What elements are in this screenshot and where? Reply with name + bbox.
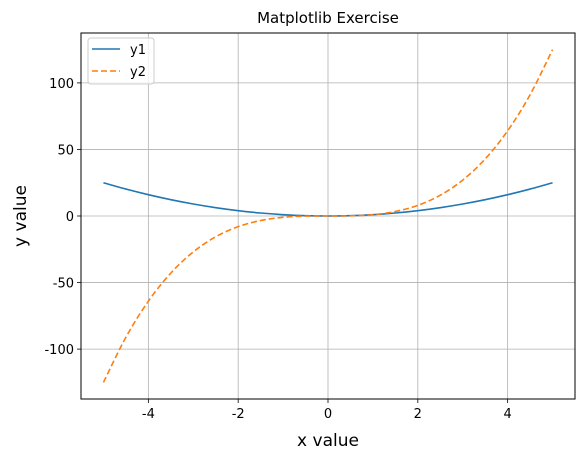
legend-label-y2: y2	[130, 65, 146, 80]
y-tick-label: 100	[49, 77, 74, 92]
y-tick-label: -50	[53, 277, 74, 292]
legend-label-y1: y1	[130, 43, 146, 58]
y-tick-label: -100	[44, 343, 74, 358]
y-tick-label: 0	[66, 210, 74, 225]
x-tick-label: -2	[232, 407, 245, 422]
chart-title: Matplotlib Exercise	[257, 9, 399, 27]
series-line-y2	[102, 49, 554, 383]
series-layer	[102, 49, 554, 383]
y-axis-label: y value	[11, 185, 31, 247]
y-tick-label: 50	[57, 143, 74, 158]
x-tick-label: 4	[503, 407, 511, 422]
x-tick-label: 2	[414, 407, 422, 422]
x-tick-label: -4	[142, 407, 155, 422]
x-axis-label: x value	[297, 431, 359, 451]
x-tick-label: 0	[324, 407, 332, 422]
axis-ticks: -4 -2 0 2 4 -100 -50 0 50 100	[44, 77, 511, 422]
legend: y1 y2	[87, 37, 155, 85]
